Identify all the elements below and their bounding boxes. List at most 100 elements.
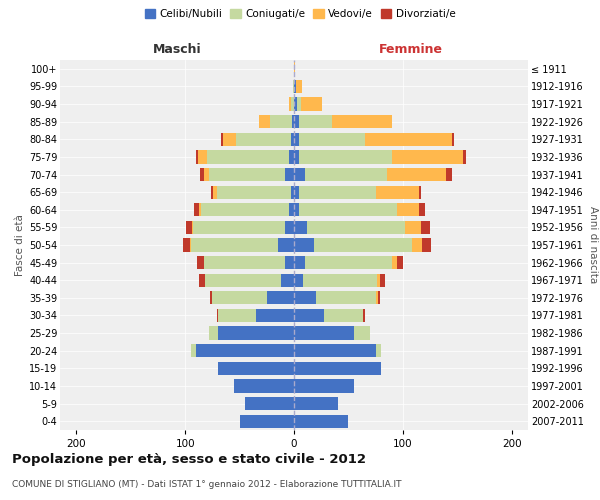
Text: Maschi: Maschi xyxy=(152,44,202,57)
Y-axis label: Anni di nascita: Anni di nascita xyxy=(587,206,598,284)
Bar xyxy=(196,344,294,358)
Bar xyxy=(221,132,223,146)
Bar xyxy=(256,309,294,322)
Bar xyxy=(294,397,338,410)
Bar xyxy=(190,238,191,252)
Bar xyxy=(259,115,270,128)
Bar xyxy=(197,256,203,269)
Bar xyxy=(314,238,412,252)
Bar xyxy=(191,238,278,252)
Bar xyxy=(301,98,322,110)
Legend: Celibi/Nubili, Coniugati/e, Vedovi/e, Divorziati/e: Celibi/Nubili, Coniugati/e, Vedovi/e, Di… xyxy=(140,5,460,24)
Bar xyxy=(376,344,381,358)
Bar xyxy=(245,397,294,410)
Bar xyxy=(294,132,299,146)
Bar xyxy=(223,132,236,146)
Bar xyxy=(294,186,299,198)
Bar xyxy=(397,256,403,269)
Bar xyxy=(365,132,452,146)
Bar xyxy=(294,150,299,164)
Bar xyxy=(183,238,190,252)
Bar xyxy=(191,221,193,234)
Bar xyxy=(446,168,452,181)
Bar xyxy=(422,238,431,252)
Bar xyxy=(376,186,419,198)
Text: Femmine: Femmine xyxy=(379,44,443,57)
Bar xyxy=(325,309,362,322)
Bar xyxy=(386,168,446,181)
Bar xyxy=(199,203,202,216)
Bar xyxy=(332,115,392,128)
Bar xyxy=(303,274,377,287)
Bar xyxy=(212,291,267,304)
Bar xyxy=(218,362,294,375)
Bar xyxy=(293,80,294,93)
Bar xyxy=(294,362,381,375)
Bar xyxy=(200,168,203,181)
Bar xyxy=(214,186,217,198)
Bar xyxy=(316,291,376,304)
Bar xyxy=(354,326,370,340)
Bar xyxy=(291,132,294,146)
Bar xyxy=(198,150,207,164)
Bar xyxy=(217,309,218,322)
Bar xyxy=(294,168,305,181)
Bar xyxy=(419,203,425,216)
Bar xyxy=(199,274,205,287)
Bar xyxy=(405,221,421,234)
Bar xyxy=(305,168,386,181)
Bar xyxy=(294,62,295,76)
Bar xyxy=(299,115,332,128)
Bar xyxy=(296,80,302,93)
Bar xyxy=(463,150,466,164)
Bar xyxy=(299,203,397,216)
Bar xyxy=(421,221,430,234)
Bar xyxy=(299,186,376,198)
Bar xyxy=(270,115,292,128)
Bar xyxy=(294,414,349,428)
Bar xyxy=(186,221,191,234)
Bar xyxy=(239,414,294,428)
Bar xyxy=(209,326,218,340)
Bar xyxy=(236,132,291,146)
Bar xyxy=(285,221,294,234)
Bar xyxy=(294,291,316,304)
Bar xyxy=(209,168,285,181)
Bar xyxy=(218,326,294,340)
Bar xyxy=(299,150,392,164)
Text: COMUNE DI STIGLIANO (MT) - Dati ISTAT 1° gennaio 2012 - Elaborazione TUTTITALIA.: COMUNE DI STIGLIANO (MT) - Dati ISTAT 1°… xyxy=(12,480,401,489)
Bar xyxy=(299,132,365,146)
Bar xyxy=(294,274,303,287)
Bar xyxy=(376,291,378,304)
Bar xyxy=(294,238,314,252)
Bar xyxy=(203,168,209,181)
Bar xyxy=(292,115,294,128)
Bar xyxy=(267,291,294,304)
Bar xyxy=(291,98,294,110)
Bar xyxy=(203,256,285,269)
Bar xyxy=(234,380,294,392)
Bar xyxy=(217,186,291,198)
Bar xyxy=(294,115,299,128)
Bar xyxy=(207,150,289,164)
Bar xyxy=(362,309,365,322)
Bar xyxy=(397,203,419,216)
Bar xyxy=(191,344,196,358)
Bar xyxy=(294,380,354,392)
Bar xyxy=(452,132,454,146)
Bar xyxy=(419,186,421,198)
Bar xyxy=(289,98,291,110)
Bar xyxy=(196,150,198,164)
Bar xyxy=(205,274,281,287)
Y-axis label: Fasce di età: Fasce di età xyxy=(14,214,25,276)
Bar xyxy=(307,221,405,234)
Bar xyxy=(289,150,294,164)
Bar xyxy=(294,221,307,234)
Bar xyxy=(291,186,294,198)
Bar xyxy=(305,256,392,269)
Bar xyxy=(294,98,297,110)
Bar xyxy=(412,238,422,252)
Bar xyxy=(392,256,397,269)
Text: Popolazione per età, sesso e stato civile - 2012: Popolazione per età, sesso e stato civil… xyxy=(12,452,366,466)
Bar xyxy=(210,291,212,304)
